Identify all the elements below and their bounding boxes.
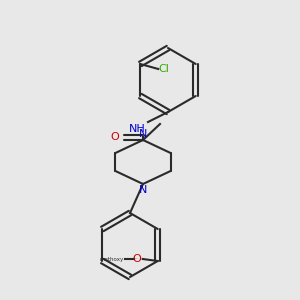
Text: N: N <box>139 129 147 139</box>
Text: N: N <box>139 185 147 195</box>
Text: Cl: Cl <box>158 64 169 74</box>
Text: methoxy: methoxy <box>132 258 138 259</box>
Text: O: O <box>132 254 141 264</box>
Text: NH: NH <box>129 124 146 134</box>
Text: O: O <box>110 132 119 142</box>
Text: methoxy: methoxy <box>100 256 124 262</box>
